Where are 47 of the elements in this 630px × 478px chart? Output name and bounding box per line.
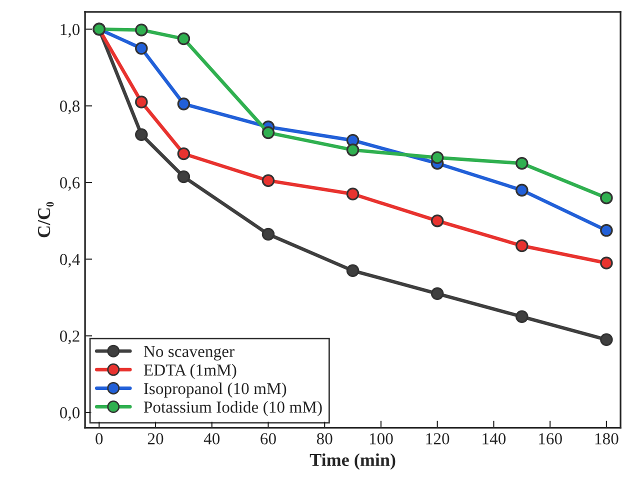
point xyxy=(262,174,275,187)
y-tick-label: 0,8 xyxy=(60,100,80,114)
point xyxy=(177,170,190,184)
x-tick-label: 140 xyxy=(482,433,506,444)
point xyxy=(177,32,190,46)
point xyxy=(135,128,148,141)
point xyxy=(135,24,148,36)
point xyxy=(135,96,148,108)
x-tick-label: 0 xyxy=(96,433,103,444)
x-tick-label: 120 xyxy=(426,433,450,444)
x-tick-label: 80 xyxy=(316,433,332,444)
point xyxy=(346,264,360,278)
point xyxy=(516,239,528,252)
x-tick-label: 180 xyxy=(595,433,618,444)
point xyxy=(430,287,444,300)
y-tick-label: 0,4 xyxy=(60,254,80,268)
x-tick-label: 160 xyxy=(539,433,562,444)
point xyxy=(600,224,613,237)
y-tick-label: 1,0 xyxy=(60,24,80,38)
point xyxy=(262,126,275,140)
point xyxy=(346,144,360,156)
point xyxy=(600,333,613,346)
point xyxy=(516,310,528,324)
x-tick-label: 40 xyxy=(204,433,220,444)
point xyxy=(346,188,360,200)
y-tick-label: 0,2 xyxy=(60,330,80,344)
point xyxy=(430,214,444,228)
point xyxy=(516,184,528,197)
point xyxy=(430,151,444,164)
legend-label: EDTA (1mM) xyxy=(144,364,236,380)
x-axis-title: Time (min) xyxy=(310,453,396,470)
point xyxy=(262,228,275,241)
x-tick-label: 60 xyxy=(260,433,276,444)
x-tick-label: 20 xyxy=(148,433,164,444)
legend-label: Isopropanol (10 mM) xyxy=(144,382,286,398)
point xyxy=(177,147,190,160)
legend-label: No scavenger xyxy=(144,346,234,360)
point xyxy=(600,256,613,270)
y-tick-label: 0,0 xyxy=(60,407,80,421)
point xyxy=(135,42,148,55)
point xyxy=(600,191,613,204)
x-tick-label: 100 xyxy=(370,433,393,444)
legend-label: Potassium Iodide (10 mM) xyxy=(144,401,322,416)
point xyxy=(177,98,190,110)
point xyxy=(516,156,528,170)
y-tick-label: 0,6 xyxy=(60,177,80,191)
y-axis-title: C/C₀ xyxy=(38,202,54,238)
